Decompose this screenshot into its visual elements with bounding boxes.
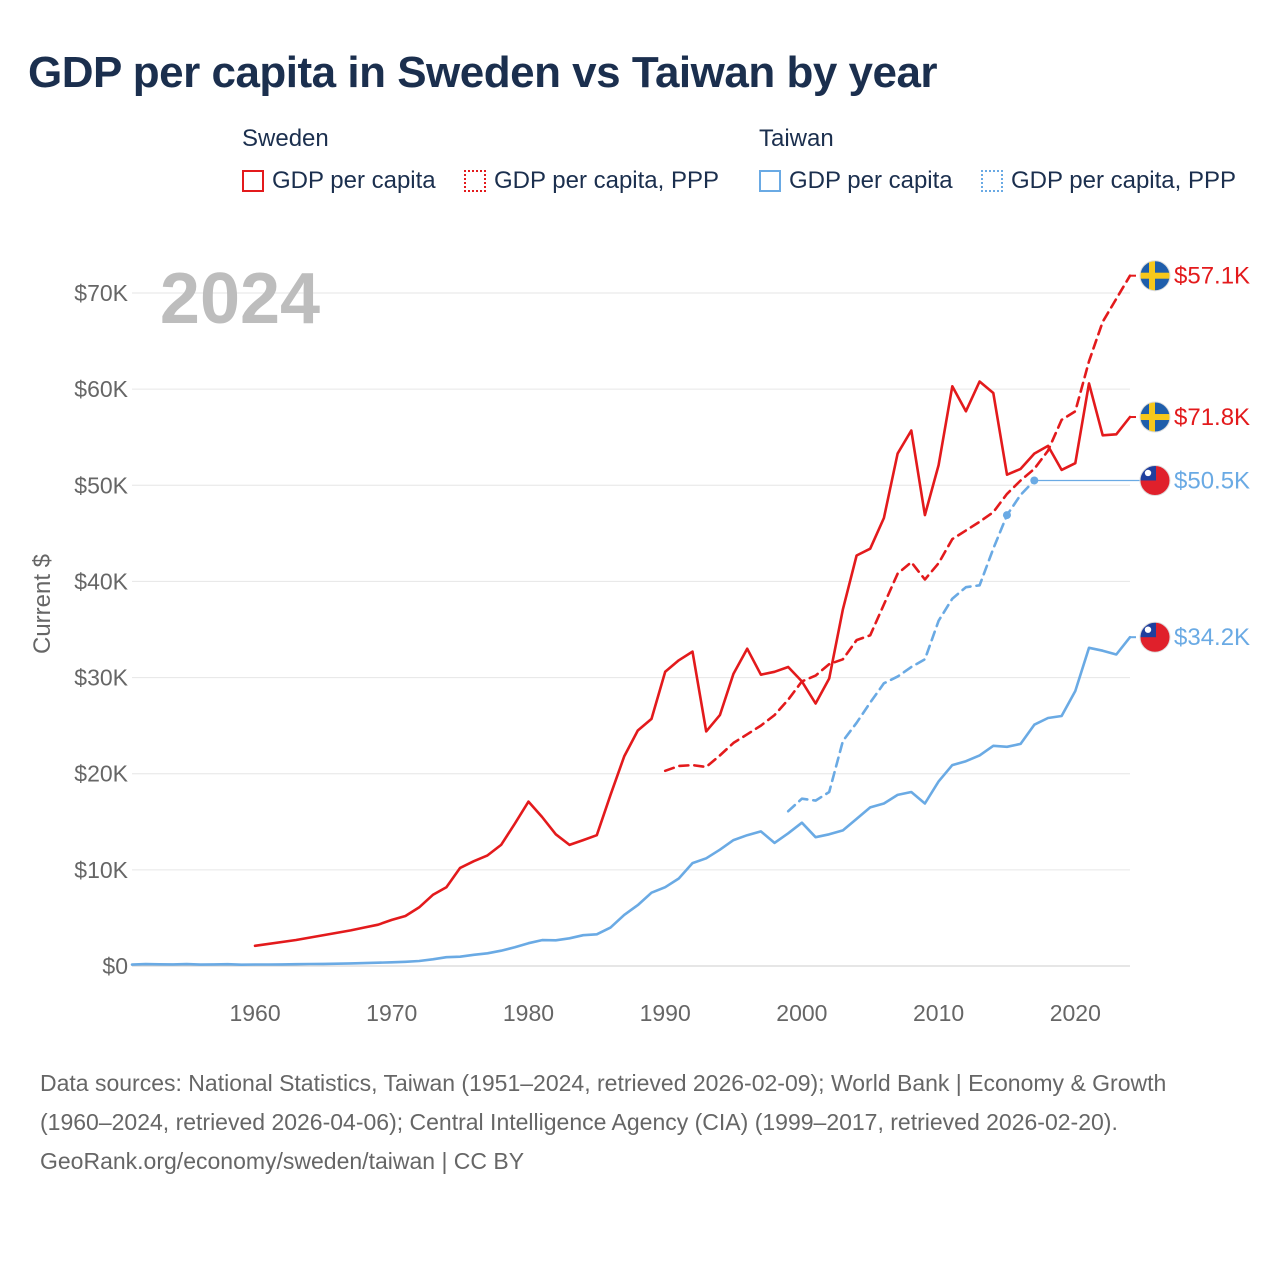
legend-swatch-dotted-blue — [981, 170, 1003, 192]
end-value-label: $34.2K — [1174, 624, 1250, 651]
legend-group-taiwan: Taiwan — [759, 125, 834, 152]
sweden-flag-icon — [1139, 401, 1171, 433]
y-tick-label: $50K — [74, 472, 128, 498]
series-line-3[interactable] — [786, 479, 1036, 813]
chart-title: GDP per capita in Sweden vs Taiwan by ye… — [28, 48, 938, 97]
legend-swatch-solid-red — [242, 170, 264, 192]
x-tick-label: 2000 — [776, 1000, 827, 1026]
legend-label-sweden-ppp: GDP per capita, PPP — [494, 167, 719, 194]
series-line-2[interactable] — [130, 635, 1132, 967]
taiwan-flag-icon — [1139, 621, 1171, 653]
legend-label-taiwan-ppp: GDP per capita, PPP — [1011, 167, 1236, 194]
y-tick-label: $30K — [74, 665, 128, 691]
x-tick-label: 1980 — [503, 1000, 554, 1026]
grid-lines — [132, 292, 1130, 967]
legend-swatch-solid-blue — [759, 170, 781, 192]
end-value-label: $71.8K — [1174, 404, 1250, 431]
end-value-label: $57.1K — [1174, 263, 1250, 290]
x-tick-label: 1960 — [229, 1000, 280, 1026]
y-tick-label: $20K — [74, 761, 128, 787]
series-line-1[interactable] — [663, 274, 1132, 773]
legend-label-taiwan-gdp: GDP per capita — [789, 167, 953, 194]
x-tick-label: 1990 — [640, 1000, 691, 1026]
x-tick-label: 2020 — [1050, 1000, 1101, 1026]
y-tick-label: $60K — [74, 376, 128, 402]
legend-item-sweden-gdp[interactable]: GDP per capita — [242, 167, 436, 195]
data-sources: Data sources: National Statistics, Taiwa… — [40, 1070, 1167, 1135]
end-annotations: $71.8K $57.1K $34.2K $50.5K — [1002, 260, 1250, 653]
gdp-line-chart: 2024 $0 $10K $20K $30K $40K $50K $60K $70K 1960… — [29, 259, 1250, 1026]
sweden-flag-icon — [1139, 260, 1171, 292]
footer: Data sources: National Statistics, Taiwa… — [40, 1064, 1240, 1181]
y-axis: $0 $10K $20K $30K $40K $50K $60K $70K — [74, 280, 128, 979]
legend-label-sweden-gdp: GDP per capita — [272, 167, 436, 194]
y-tick-label: $70K — [74, 280, 128, 306]
legend-item-taiwan-gdp[interactable]: GDP per capita — [759, 167, 953, 195]
x-tick-label: 2010 — [913, 1000, 964, 1026]
year-watermark: 2024 — [160, 259, 320, 339]
y-tick-label: $40K — [74, 568, 128, 594]
legend-group-sweden: Sweden — [242, 125, 329, 152]
series-line-0[interactable] — [253, 380, 1132, 948]
x-axis: 1960 1970 1980 1990 2000 2010 2020 — [229, 1000, 1100, 1026]
series-point-marker — [1002, 511, 1011, 520]
end-value-label: $50.5K — [1174, 467, 1250, 494]
legend-swatch-dotted-red — [464, 170, 486, 192]
legend-item-taiwan-ppp[interactable]: GDP per capita, PPP — [981, 167, 1236, 195]
series-group — [130, 274, 1132, 967]
y-tick-label: $10K — [74, 857, 128, 883]
y-tick-label: $0 — [102, 953, 128, 979]
taiwan-flag-icon — [1139, 464, 1171, 496]
legend-item-sweden-ppp[interactable]: GDP per capita, PPP — [464, 167, 719, 195]
y-axis-label: Current $ — [29, 554, 56, 654]
x-tick-label: 1970 — [366, 1000, 417, 1026]
credit-link[interactable]: GeoRank.org/economy/sweden/taiwan | CC B… — [40, 1148, 525, 1174]
